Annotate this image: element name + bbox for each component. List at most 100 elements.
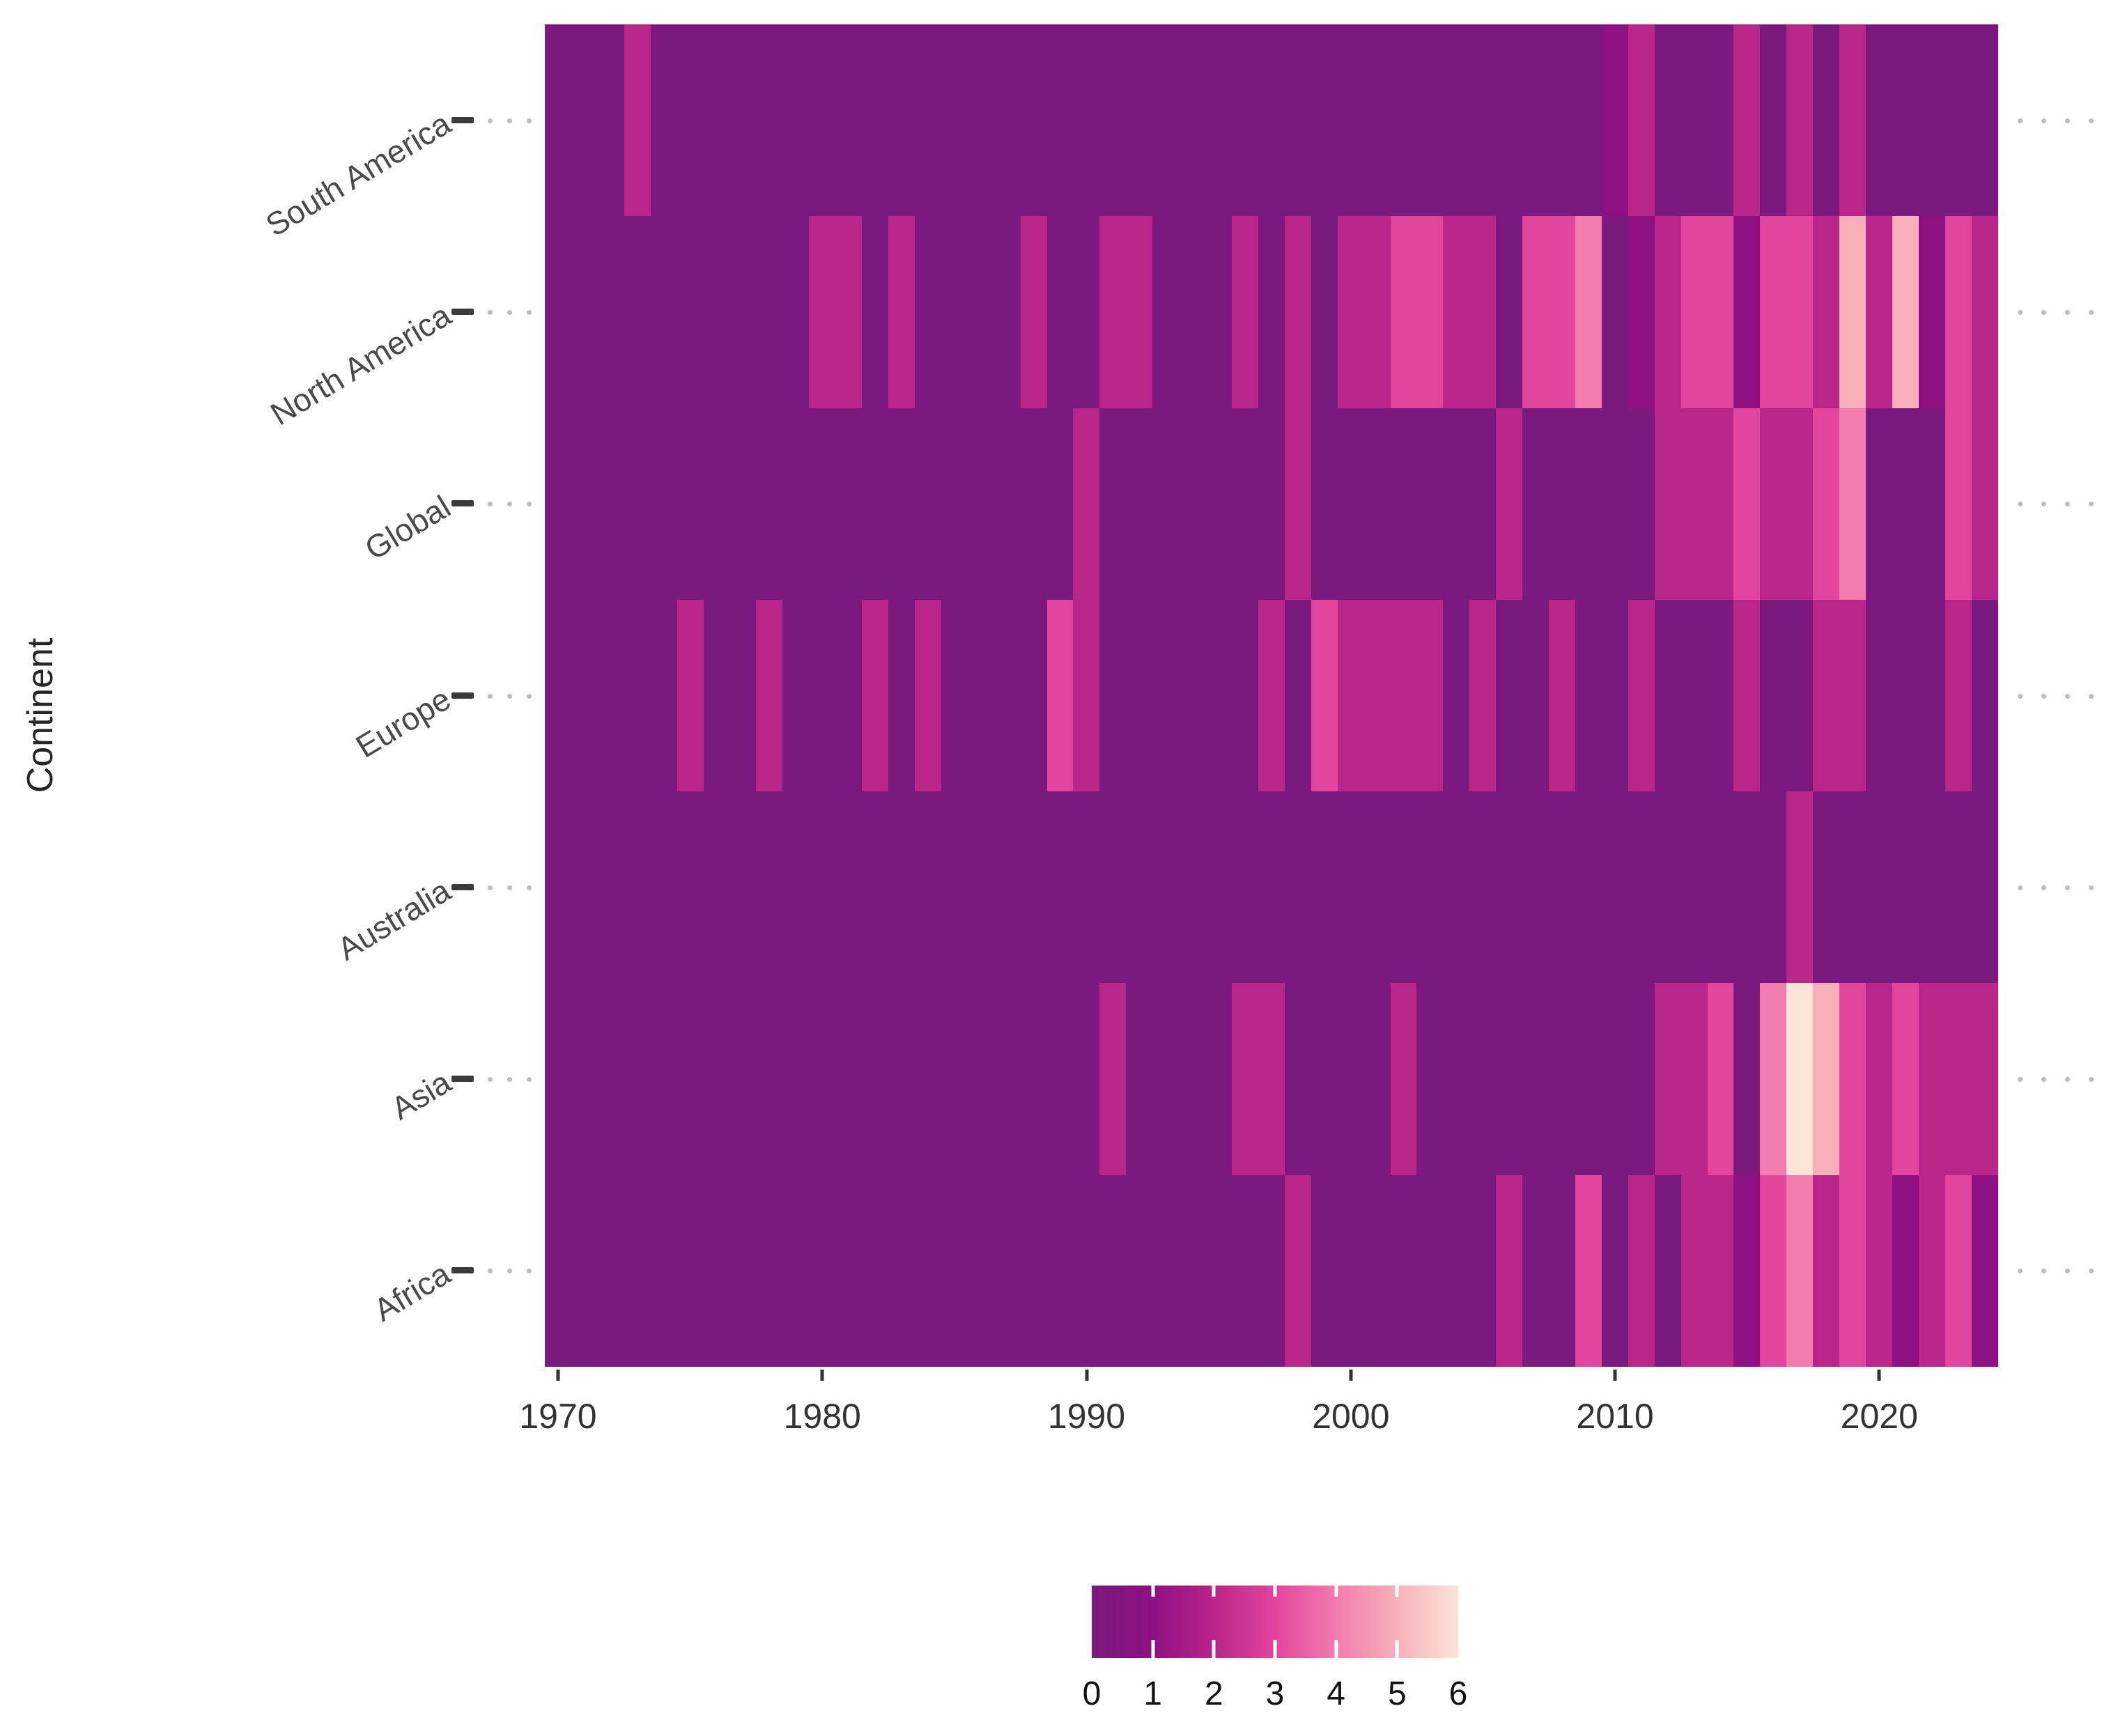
guide-dot	[2041, 693, 2046, 699]
heatmap-cell	[1311, 24, 1338, 217]
guide-dot	[2065, 693, 2070, 699]
heatmap-cell	[1918, 791, 1945, 984]
y-axis-label: North America	[263, 296, 457, 433]
heatmap-cell	[729, 791, 757, 984]
heatmap-cell	[1760, 216, 1787, 408]
heatmap-cell	[782, 216, 810, 408]
heatmap-cell	[1073, 216, 1100, 408]
heatmap-cell	[994, 408, 1021, 600]
heatmap-cell	[1337, 24, 1364, 217]
heatmap-cell	[1892, 216, 1919, 408]
heatmap-cell	[729, 216, 757, 408]
legend-tick-label: 3	[1265, 1675, 1285, 1712]
heatmap-cell	[1496, 599, 1523, 792]
heatmap-cell	[782, 408, 810, 600]
heatmap-cell	[1284, 599, 1311, 792]
guide-dot	[2041, 309, 2046, 315]
heatmap-cell	[1918, 1175, 1945, 1367]
heatmap-cell	[809, 791, 836, 984]
x-axis-label: 2020	[1840, 1397, 1918, 1436]
heatmap-cell	[756, 24, 783, 217]
heatmap-cell	[1496, 1175, 1523, 1367]
heatmap-cell	[1469, 791, 1497, 984]
heatmap-cell	[941, 983, 968, 1175]
y-axis-label: Australia	[331, 871, 457, 968]
heatmap-cell	[677, 983, 704, 1175]
heatmap-cell	[1337, 408, 1364, 600]
heatmap-cell	[1099, 983, 1127, 1175]
heatmap-cell	[1733, 408, 1761, 600]
heatmap-cell	[1707, 1175, 1734, 1367]
heatmap-cell	[1126, 216, 1153, 408]
heatmap-cell	[1522, 791, 1550, 984]
heatmap-cell	[756, 983, 783, 1175]
heatmap-cell	[809, 983, 836, 1175]
heatmap-cell	[862, 24, 888, 217]
guide-dot	[2018, 1077, 2023, 1083]
legend-tick-mark	[1395, 1586, 1399, 1597]
guide-dot	[2089, 885, 2094, 890]
guide-dot	[2018, 1269, 2023, 1274]
legend-tick-label: 1	[1143, 1675, 1163, 1712]
heatmap-cell	[1813, 599, 1840, 792]
heatmap-cell	[1363, 1175, 1391, 1367]
heatmap-cell	[1575, 1175, 1602, 1367]
heatmap-cell	[1231, 408, 1258, 600]
heatmap-cell	[888, 599, 915, 792]
heatmap-cell	[1205, 1175, 1232, 1367]
heatmap-cell	[941, 24, 968, 217]
guide-dot	[2089, 693, 2094, 699]
heatmap-cell	[545, 216, 571, 408]
heatmap-cell	[1020, 1175, 1047, 1367]
heatmap-cell	[1866, 599, 1893, 792]
heatmap-cell	[862, 216, 888, 408]
heatmap-cell	[1363, 408, 1391, 600]
heatmap-cell	[1443, 1175, 1470, 1367]
heatmap-cell	[545, 408, 571, 600]
heatmap-cell	[1654, 24, 1681, 217]
heatmap-cell	[1522, 216, 1550, 408]
heatmap-cell	[1971, 791, 1998, 984]
heatmap-cell	[1786, 1175, 1814, 1367]
heatmap-cell	[1522, 983, 1550, 1175]
legend-tick-mark	[1334, 1640, 1338, 1658]
heatmap-cell	[1892, 408, 1919, 600]
heatmap-cell	[624, 408, 651, 600]
heatmap-cell	[1311, 983, 1338, 1175]
x-axis-tick	[556, 1370, 560, 1381]
heatmap-cell	[1179, 1175, 1206, 1367]
heatmap-cell	[677, 599, 704, 792]
heatmap-cell	[1205, 983, 1232, 1175]
guide-dot	[488, 1269, 493, 1274]
heatmap-cell	[1549, 24, 1575, 217]
heatmap-row	[545, 24, 1998, 217]
heatmap-cell	[1839, 1175, 1867, 1367]
guide-dot	[527, 1269, 532, 1274]
heatmap-cell	[1020, 791, 1047, 984]
heatmap-cell	[545, 24, 571, 217]
guide-dot	[2041, 502, 2046, 507]
heatmap-cell	[994, 791, 1021, 984]
heatmap-cell	[571, 983, 598, 1175]
heatmap-cell	[862, 983, 888, 1175]
heatmap-cell	[1839, 216, 1867, 408]
y-axis-label: Europe	[349, 680, 457, 765]
heatmap-cell	[888, 983, 915, 1175]
heatmap-cell	[1258, 408, 1285, 600]
heatmap-cell	[1311, 1175, 1338, 1367]
guide-dot	[2018, 885, 2023, 890]
heatmap-cell	[1549, 791, 1575, 984]
heatmap-cell	[1020, 24, 1047, 217]
heatmap-cell	[729, 599, 757, 792]
heatmap-cell	[809, 599, 836, 792]
heatmap-cell	[1258, 599, 1285, 792]
heatmap-cell	[1549, 216, 1575, 408]
heatmap-cell	[914, 1175, 941, 1367]
heatmap-cell	[1680, 983, 1708, 1175]
heatmap-cell	[1258, 24, 1285, 217]
legend-tick-label: 6	[1448, 1675, 1468, 1712]
heatmap-cell	[703, 24, 730, 217]
heatmap-cell	[1205, 599, 1232, 792]
heatmap-cell	[1284, 24, 1311, 217]
heatmap-cell	[1707, 791, 1734, 984]
